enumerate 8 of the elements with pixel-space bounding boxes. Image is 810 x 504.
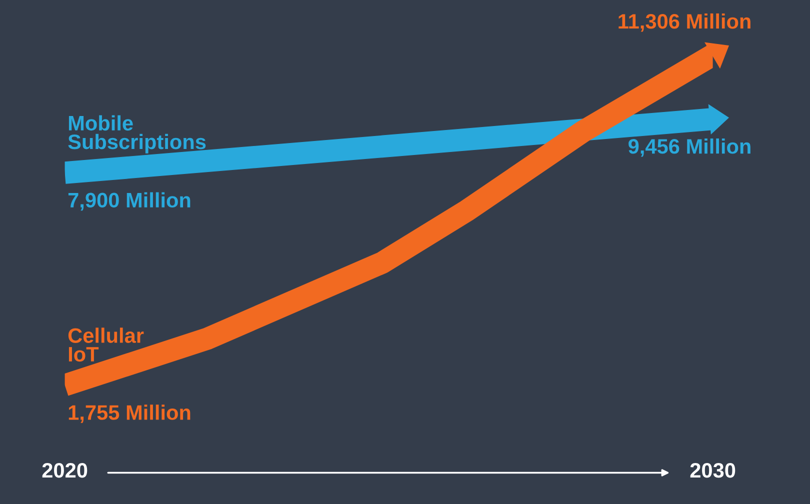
- data-label: 7,900 Million: [68, 192, 190, 211]
- series-label: Cellular IoT: [68, 328, 144, 362]
- x-tick-label: 2030: [690, 463, 736, 478]
- data-label: 11,306 Million: [618, 13, 750, 32]
- data-label: 9,456 Million: [628, 138, 750, 157]
- data-label: 1,755 Million: [68, 404, 190, 423]
- x-tick-label: 2020: [42, 463, 88, 478]
- series-label: Mobile Subscriptions: [68, 115, 206, 154]
